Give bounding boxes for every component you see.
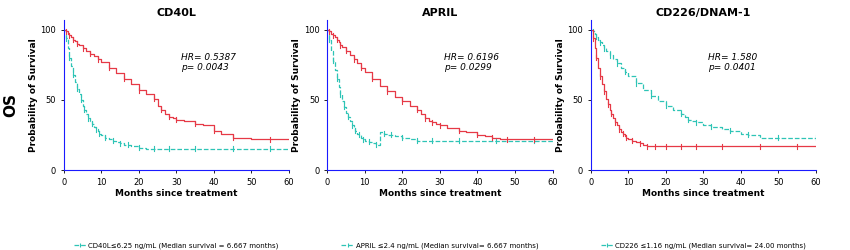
Title: APRIL: APRIL (422, 8, 458, 18)
Title: CD226/DNAM-1: CD226/DNAM-1 (655, 8, 751, 18)
Text: OS: OS (3, 93, 19, 117)
Text: HR= 1.580
p= 0.0401: HR= 1.580 p= 0.0401 (708, 53, 757, 72)
Y-axis label: Probability of Survival: Probability of Survival (29, 38, 37, 152)
X-axis label: Months since treatment: Months since treatment (642, 190, 765, 198)
Y-axis label: Probability of Survival: Probability of Survival (556, 38, 564, 152)
Text: HR= 0.5387
p= 0.0043: HR= 0.5387 p= 0.0043 (181, 53, 236, 72)
Title: CD40L: CD40L (156, 8, 196, 18)
Legend: APRIL ≤2.4 ng/mL (Median survival= 6.667 months), APRIL >2.4 ng/mL (Median survi: APRIL ≤2.4 ng/mL (Median survival= 6.667… (341, 242, 539, 250)
Text: HR= 0.6196
p= 0.0299: HR= 0.6196 p= 0.0299 (445, 53, 500, 72)
Legend: CD226 ≤1.16 ng/mL (Median survival= 24.00 months), CD226 >1.16 ng/mL (Median sur: CD226 ≤1.16 ng/mL (Median survival= 24.0… (600, 242, 807, 250)
Y-axis label: Probability of Survival: Probability of Survival (292, 38, 301, 152)
Legend: CD40L≤6.25 ng/mL (Median survival = 6.667 months), CD40L>6.25 ng/mL (Median surv: CD40L≤6.25 ng/mL (Median survival = 6.66… (74, 242, 279, 250)
X-axis label: Months since treatment: Months since treatment (378, 190, 502, 198)
X-axis label: Months since treatment: Months since treatment (115, 190, 238, 198)
